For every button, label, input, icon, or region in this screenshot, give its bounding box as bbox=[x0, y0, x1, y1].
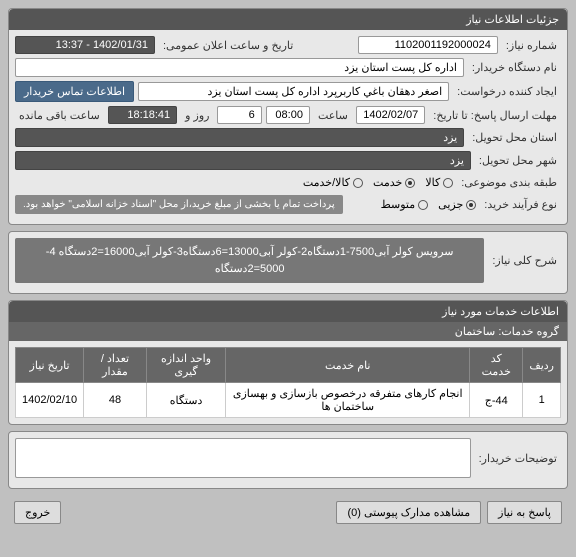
field-days: 6 bbox=[217, 106, 261, 124]
row-category: طبقه بندی موضوعی: کالا خدمت کالا/خدمت bbox=[15, 174, 561, 191]
field-buyer-notes[interactable] bbox=[15, 438, 471, 478]
td-name: انجام کارهای متفرقه درخصوص بازسازی و بهس… bbox=[226, 383, 470, 418]
td-code: 44-ج bbox=[470, 383, 523, 418]
field-creator: اصغر دهقان باغي کاربرپرد اداره کل پست اس… bbox=[138, 82, 449, 101]
row-city: شهر محل تحویل: یزد bbox=[15, 151, 561, 170]
th-qty: تعداد / مقدار bbox=[84, 348, 147, 383]
panel-buyer-notes: توضیحات خریدار: bbox=[8, 431, 568, 489]
label-hour: ساعت bbox=[314, 107, 352, 124]
th-name: نام خدمت bbox=[226, 348, 470, 383]
panel-services: اطلاعات خدمات مورد نیاز گروه خدمات: ساخت… bbox=[8, 300, 568, 425]
field-pubdate: 1402/01/31 - 13:37 bbox=[15, 36, 155, 54]
label-desc: شرح کلی نیاز: bbox=[488, 252, 561, 269]
label-pubdate: تاریخ و ساعت اعلان عمومی: bbox=[159, 37, 297, 54]
th-row: ردیف bbox=[523, 348, 561, 383]
footer-buttons: پاسخ به نیاز مشاهده مدارک پیوستی (0) خرو… bbox=[8, 495, 568, 530]
radio-group-process: جزیی متوسط bbox=[381, 198, 477, 211]
row-group: گروه خدمات: ساختمان bbox=[9, 322, 567, 341]
contact-buyer-button[interactable]: اطلاعات تماس خریدار bbox=[15, 81, 134, 102]
radio-motavaset[interactable]: متوسط bbox=[381, 198, 429, 211]
field-remain-time: 18:18:41 bbox=[108, 106, 177, 124]
row-province: استان محل تحویل: یزد bbox=[15, 128, 561, 147]
label-group: گروه خدمات: bbox=[498, 326, 559, 338]
radio-khedmat[interactable]: خدمت bbox=[373, 176, 415, 189]
th-code: کد خدمت bbox=[470, 348, 523, 383]
radio-jozi[interactable]: جزیی bbox=[438, 198, 476, 211]
label-remain: ساعت باقی مانده bbox=[15, 107, 104, 124]
radio-khedmat-label: خدمت bbox=[373, 176, 402, 189]
label-creator: ایجاد کننده درخواست: bbox=[453, 83, 561, 100]
attachments-button[interactable]: مشاهده مدارک پیوستی (0) bbox=[336, 501, 481, 524]
exit-button[interactable]: خروج bbox=[14, 501, 61, 524]
label-deadline: مهلت ارسال پاسخ: تا تاریخ: bbox=[429, 107, 561, 124]
radio-motavaset-label: متوسط bbox=[381, 198, 416, 211]
panel-details-title: جزئیات اطلاعات نیاز bbox=[9, 9, 567, 30]
field-province: یزد bbox=[15, 128, 464, 147]
field-city: یزد bbox=[15, 151, 471, 170]
row-creator: ایجاد کننده درخواست: اصغر دهقان باغي کار… bbox=[15, 81, 561, 102]
radio-group-category: کالا خدمت کالا/خدمت bbox=[303, 176, 453, 189]
panel-desc-body: شرح کلی نیاز: سرویس کولر آبی7500-1دستگاه… bbox=[9, 232, 567, 289]
services-table: ردیف کد خدمت نام خدمت واحد اندازه گیری ت… bbox=[15, 347, 561, 418]
label-category: طبقه بندی موضوعی: bbox=[457, 174, 561, 191]
label-buyer: نام دستگاه خریدار: bbox=[468, 59, 561, 76]
td-date: 1402/02/10 bbox=[16, 383, 84, 418]
label-province: استان محل تحویل: bbox=[468, 129, 561, 146]
row-deadline: مهلت ارسال پاسخ: تا تاریخ: 1402/02/07 سا… bbox=[15, 106, 561, 124]
panel-services-body: ردیف کد خدمت نام خدمت واحد اندازه گیری ت… bbox=[9, 341, 567, 424]
label-dayand: روز و bbox=[181, 107, 213, 124]
panel-services-title: اطلاعات خدمات مورد نیاز bbox=[9, 301, 567, 322]
table-header-row: ردیف کد خدمت نام خدمت واحد اندازه گیری ت… bbox=[16, 348, 561, 383]
radio-jozi-label: جزیی bbox=[438, 198, 463, 211]
radio-kala-label: کالا bbox=[425, 176, 440, 189]
panel-details: جزئیات اطلاعات نیاز شماره نیاز: 11020011… bbox=[8, 8, 568, 225]
th-date: تاریخ نیاز bbox=[16, 348, 84, 383]
row-process: نوع فرآیند خرید: جزیی متوسط پرداخت تمام … bbox=[15, 195, 561, 214]
label-reqno: شماره نیاز: bbox=[502, 37, 561, 54]
radio-kala[interactable]: کالا bbox=[425, 176, 453, 189]
label-city: شهر محل تحویل: bbox=[475, 152, 561, 169]
panel-details-body: شماره نیاز: 1102001192000024 تاریخ و ساع… bbox=[9, 30, 567, 224]
td-unit: دستگاه bbox=[146, 383, 225, 418]
field-buyer: اداره کل پست استان یزد bbox=[15, 58, 464, 77]
row-reqno: شماره نیاز: 1102001192000024 تاریخ و ساع… bbox=[15, 36, 561, 54]
radio-kalakhedmat[interactable]: کالا/خدمت bbox=[303, 176, 363, 189]
panel-buyer-notes-body: توضیحات خریدار: bbox=[9, 432, 567, 484]
field-group: ساختمان bbox=[455, 326, 495, 338]
answer-button[interactable]: پاسخ به نیاز bbox=[487, 501, 562, 524]
row-buyer: نام دستگاه خریدار: اداره کل پست استان یز… bbox=[15, 58, 561, 77]
td-qty: 48 bbox=[84, 383, 147, 418]
field-reqno: 1102001192000024 bbox=[358, 36, 498, 54]
note-payment: پرداخت تمام یا بخشی از مبلغ خرید،از محل … bbox=[15, 195, 343, 214]
label-process: نوع فرآیند خرید: bbox=[480, 196, 561, 213]
th-unit: واحد اندازه گیری bbox=[146, 348, 225, 383]
field-deadline-hour: 08:00 bbox=[266, 106, 310, 124]
td-row: 1 bbox=[523, 383, 561, 418]
field-deadline-date: 1402/02/07 bbox=[356, 106, 425, 124]
panel-desc: شرح کلی نیاز: سرویس کولر آبی7500-1دستگاه… bbox=[8, 231, 568, 294]
field-desc: سرویس کولر آبی7500-1دستگاه2-کولر آبی1300… bbox=[15, 238, 484, 283]
table-row: 1 44-ج انجام کارهای متفرقه درخصوص بازساز… bbox=[16, 383, 561, 418]
radio-kalakhedmat-label: کالا/خدمت bbox=[303, 176, 350, 189]
label-buyer-notes: توضیحات خریدار: bbox=[475, 450, 561, 467]
